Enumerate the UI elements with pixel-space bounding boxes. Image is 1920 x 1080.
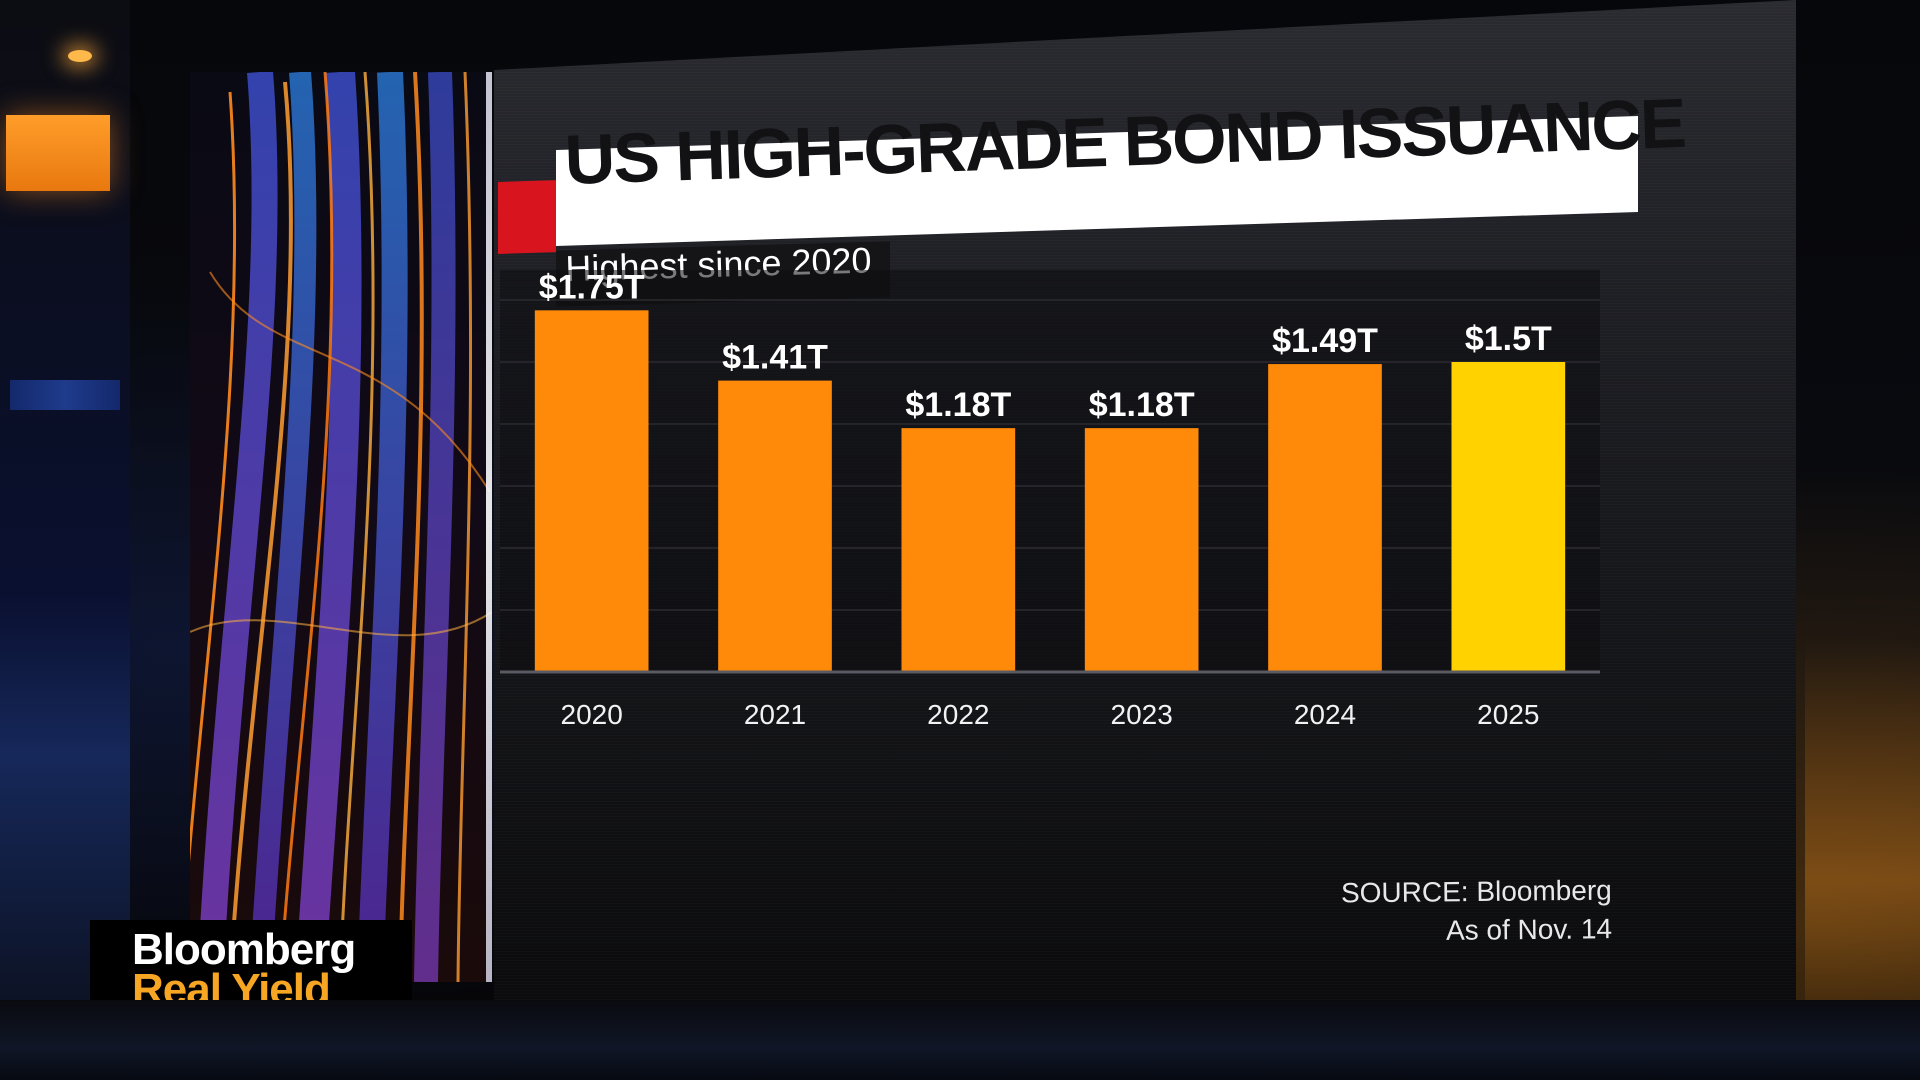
x-tick-label-2021: 2021 xyxy=(744,699,806,730)
data-label-2023: $1.18T xyxy=(1089,386,1195,424)
data-label-2025: $1.5T xyxy=(1465,320,1552,358)
x-tick-label-2025: 2025 xyxy=(1477,699,1539,730)
source-label: SOURCE: Bloomberg xyxy=(1341,874,1613,909)
data-label-2020: $1.75T xyxy=(539,268,645,306)
bar-2025 xyxy=(1451,362,1566,672)
bar-2022 xyxy=(901,428,1016,672)
data-label-2021: $1.41T xyxy=(722,339,828,377)
data-label-2022: $1.18T xyxy=(905,386,1011,424)
as-of-date: As of Nov. 14 xyxy=(1445,913,1613,946)
studio-blue-light-strip xyxy=(10,380,120,410)
studio-right-glow xyxy=(1805,640,1920,1040)
brand-logo-bloomberg: Bloomberg xyxy=(132,925,356,974)
x-tick-label-2020: 2020 xyxy=(561,699,623,730)
bar-2023 xyxy=(1084,428,1199,672)
x-tick-label-2024: 2024 xyxy=(1294,699,1356,730)
studio-ceiling-light xyxy=(68,50,92,62)
x-tick-label-2022: 2022 xyxy=(927,699,989,730)
bar-2020 xyxy=(534,310,649,672)
ribbon-video-wall xyxy=(190,72,492,982)
studio-orange-light-panel xyxy=(6,115,110,191)
studio-floor xyxy=(0,1000,1920,1080)
screen-divider xyxy=(486,72,492,982)
x-tick-label-2023: 2023 xyxy=(1111,699,1173,730)
bar-2021 xyxy=(718,380,832,672)
bar-2024 xyxy=(1268,364,1382,672)
plot-area xyxy=(500,270,1600,672)
ribbon-graphic xyxy=(190,72,492,982)
data-label-2024: $1.49T xyxy=(1272,322,1378,360)
